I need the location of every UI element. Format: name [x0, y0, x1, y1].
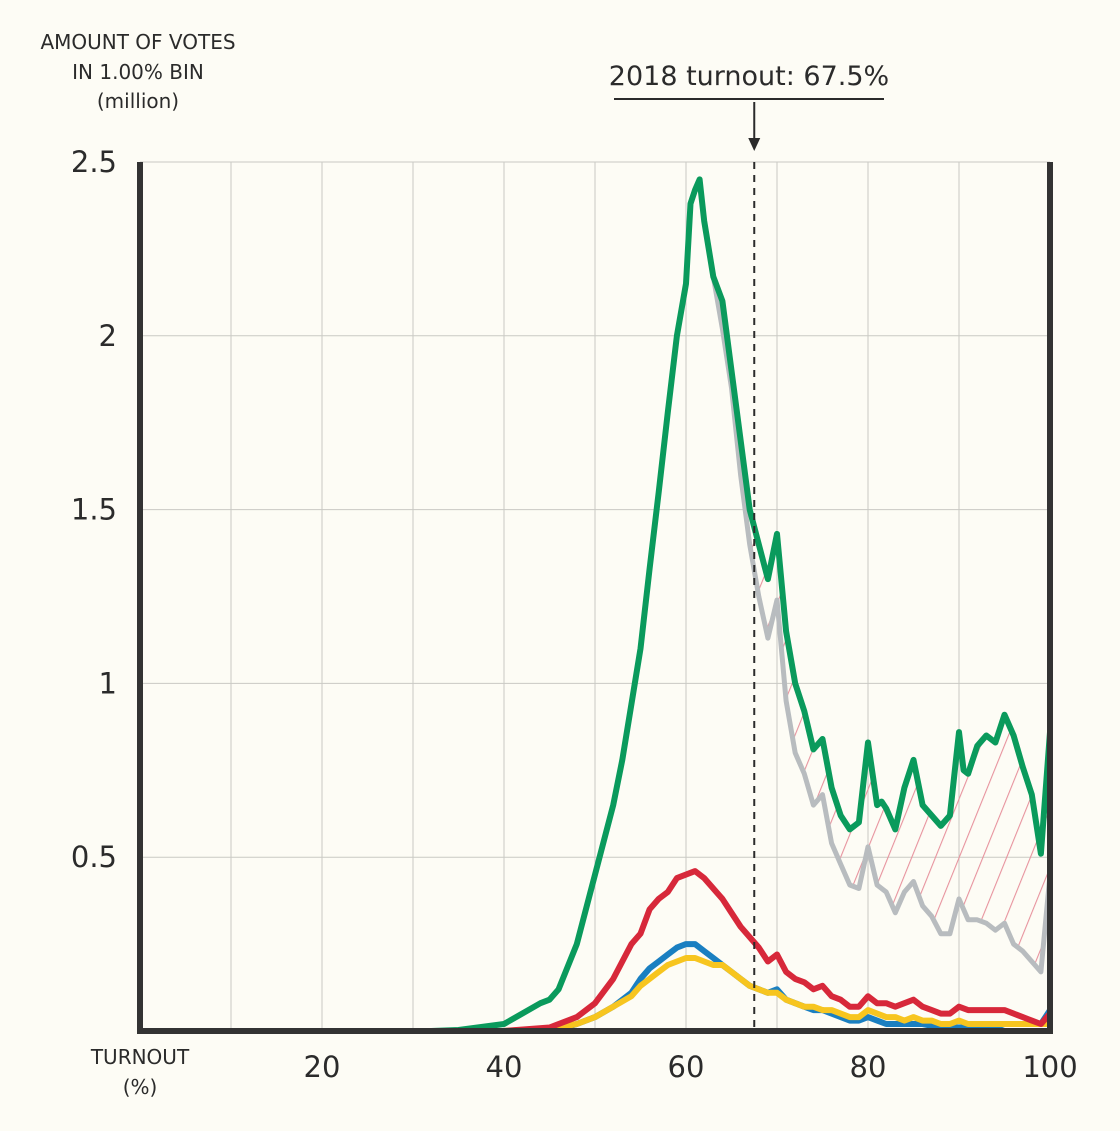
axes	[137, 162, 1053, 1034]
x-tick-label-60: 60	[668, 1050, 705, 1084]
y-tick-label-1: 1	[99, 666, 117, 700]
y-tick-label-1.5: 1.5	[71, 493, 117, 527]
series-lines	[428, 176, 1053, 1034]
hatched-area	[713, 276, 1050, 972]
y-axis-title-line-2: IN 1.00% BIN	[72, 60, 204, 84]
x-tick-label-80: 80	[850, 1050, 887, 1084]
series-line-2	[501, 868, 1053, 1034]
annotation-arrow-head	[748, 138, 761, 151]
x-tick-label-20: 20	[304, 1050, 341, 1084]
x-axis-title-line-1: TURNOUT	[90, 1045, 190, 1069]
series-line-0	[428, 176, 1053, 1034]
x-tick-label-100: 100	[1022, 1050, 1077, 1084]
hatched-gap	[713, 276, 1050, 972]
x-axis-title-line-2: (%)	[123, 1075, 158, 1099]
series-line-4	[501, 955, 1053, 1034]
x-tick-label-40: 40	[486, 1050, 523, 1084]
y-axis-title-line-3: (million)	[97, 89, 179, 113]
tick-labels: 20 40 60 80 100 0.5 1 1.5 2 2.5	[71, 145, 1078, 1084]
annotation-marker	[748, 102, 761, 1031]
y-tick-label-2: 2	[99, 319, 117, 353]
y-tick-label-0.5: 0.5	[71, 840, 117, 874]
y-tick-label-2.5: 2.5	[71, 145, 117, 179]
y-axis-title-line-1: AMOUNT OF VOTES	[40, 30, 235, 54]
grid	[140, 161, 1050, 1031]
turnout-annotation: 2018 turnout: 67.5%	[609, 61, 889, 92]
series-line-1	[710, 274, 1053, 975]
